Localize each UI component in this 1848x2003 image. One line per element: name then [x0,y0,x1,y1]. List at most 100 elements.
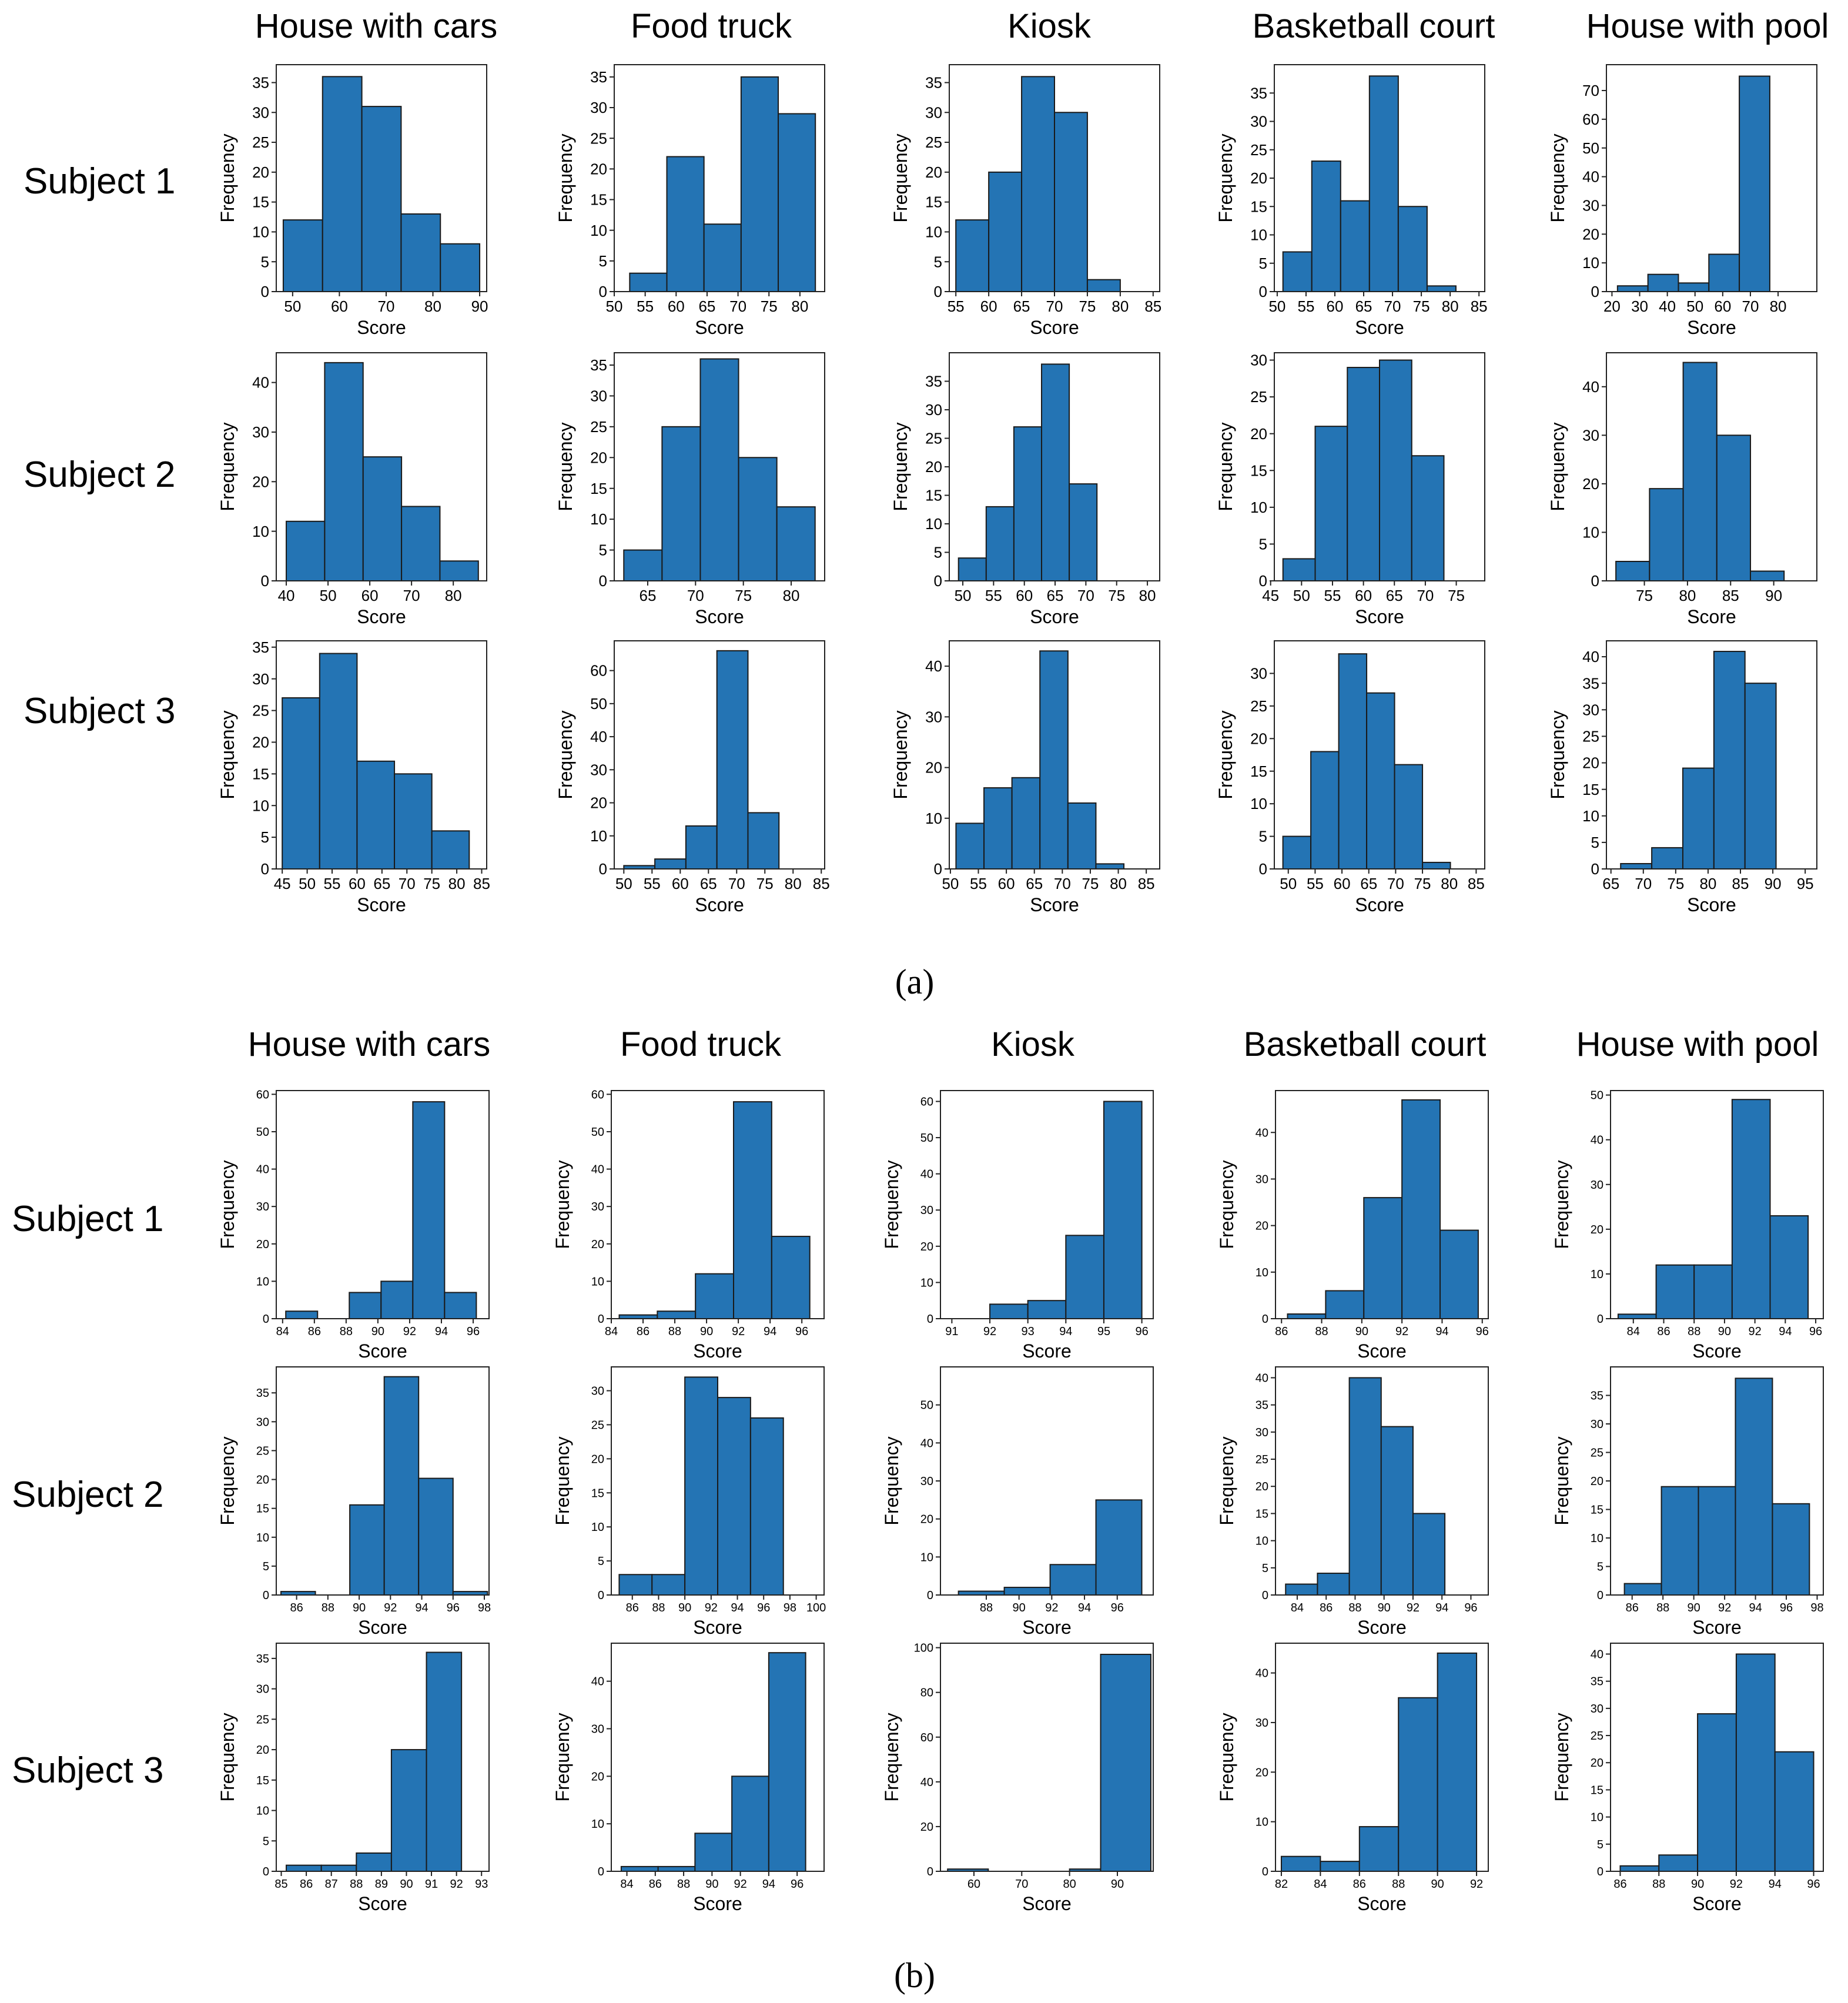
y-tick-label: 20 [252,163,269,181]
y-axis-label: Frequency [890,710,911,799]
x-tick-label: 55 [637,297,654,315]
histogram-bar [1437,1652,1478,1872]
histogram-bar [1086,279,1121,292]
y-tick-label: 40 [1256,1372,1268,1385]
x-axis-label: Score [1030,317,1079,338]
row-label: Subject 2 [12,1474,164,1515]
x-tick-label: 50 [299,875,316,892]
histogram-bar [1651,847,1683,870]
y-tick-label: 0 [1262,1589,1268,1602]
x-tick-label: 65 [1026,875,1043,892]
x-tick-label: 60 [1016,587,1033,604]
y-tick-label: 15 [1591,1504,1603,1517]
y-tick-label: 20 [590,160,607,178]
histogram-bar [1049,1564,1097,1596]
histogram-bar [1003,1587,1051,1596]
row-label: Subject 1 [24,161,176,202]
histogram-bar [1320,1861,1360,1872]
histogram-bar [955,219,990,292]
x-tick-label: 85 [1722,587,1739,604]
histogram-bar [1716,434,1752,582]
histogram-bar [1660,1486,1699,1596]
y-tick-label: 60 [590,662,607,680]
x-tick-label: 96 [795,1325,808,1338]
y-axis-label: Frequency [552,1713,573,1801]
y-tick-label: 10 [252,797,269,814]
histogram-a-r3-c4: 50 55 60 65 70 75 80 85 0 5 10 15 20 25 30 Score Frequen… [1215,640,1485,915]
x-tick-label: 90 [705,1878,718,1891]
x-tick-label: 92 [1718,1601,1731,1614]
y-tick-label: 20 [920,1240,933,1253]
x-tick-label: 92 [1045,1601,1058,1614]
y-tick-label: 5 [261,828,269,846]
y-axis-label: Frequency [552,1160,573,1249]
histogram-bar [1282,835,1312,870]
y-tick-label: 0 [1591,860,1599,878]
x-tick-label: 65 [1386,587,1403,604]
x-tick-label: 94 [1435,1601,1448,1614]
histogram-bar [1731,1099,1771,1319]
y-tick-label: 20 [1250,425,1267,443]
x-tick-label: 88 [1392,1878,1405,1891]
y-axis-label: Frequency [890,422,911,511]
y-tick-label: 20 [1256,1766,1268,1779]
x-tick-label: 80 [424,297,441,315]
y-tick-label: 20 [925,458,942,476]
y-tick-label: 0 [934,860,942,878]
x-tick-label: 92 [1395,1325,1408,1338]
plot-frame [940,1643,1154,1872]
x-axis-label: Score [1022,1617,1072,1638]
x-axis-label: Score [693,1893,742,1914]
x-tick-label: 87 [325,1878,338,1891]
x-tick-label: 80 [1442,297,1459,315]
histogram-bar [383,1376,420,1596]
x-tick-label: 70 [1417,587,1434,604]
histogram-bar [362,456,403,581]
y-axis-label: Frequency [1547,710,1568,799]
x-tick-label: 60 [349,875,366,892]
histogram-bar [1620,862,1653,870]
y-tick-label: 25 [252,702,269,720]
y-tick-label: 0 [1597,1589,1603,1602]
histogram-bar [1368,75,1399,293]
x-axis-label: Score [358,1893,407,1914]
histogram-bar [1658,1854,1699,1872]
x-axis-label: Score [1692,1340,1742,1362]
y-tick-label: 20 [1591,1475,1603,1488]
x-tick-label: 80 [1112,297,1129,315]
x-axis-label: Score [1692,1893,1742,1914]
y-tick-label: 20 [591,1238,604,1251]
y-tick-label: 35 [1582,674,1599,692]
histogram-bar [989,1303,1029,1319]
histogram-bar [394,773,433,870]
x-tick-label: 50 [955,587,972,604]
y-tick-label: 10 [1256,1535,1268,1548]
histogram-bar [1282,251,1313,293]
histogram-bar [666,156,705,292]
y-tick-label: 0 [261,860,269,878]
histogram-a-r1-c2: 50 55 60 65 70 75 80 0 5 10 15 20 25 30 35 Score Frequen… [555,64,825,338]
x-tick-label: 92 [734,1878,746,1891]
column-title: Kiosk [1007,7,1092,45]
y-tick-label: 25 [1591,1447,1603,1460]
y-tick-label: 0 [599,572,607,590]
histogram-a-r3-c3: 50 55 60 65 70 75 80 85 0 10 20 30 40 Score Frequency [890,640,1160,915]
row-label: Subject 1 [12,1199,164,1239]
y-tick-label: 5 [263,1560,269,1573]
y-tick-label: 25 [1250,697,1267,715]
x-tick-label: 70 [1384,297,1401,315]
histogram-bar [1013,426,1043,581]
x-tick-label: 55 [1297,297,1314,315]
histogram-bar [1617,1313,1657,1319]
histogram-bar [654,858,687,870]
plot-frame [1274,352,1485,581]
histogram-b-r2-c2: 86 88 90 92 94 96 98 100 0 5 10 15 20 25 30 Score Freque… [552,1366,826,1638]
histogram-b-r3-c2: 84 86 88 90 92 94 96 0 10 20 30 40 Score Frequency [552,1643,825,1914]
y-tick-label: 10 [1582,254,1599,272]
y-tick-label: 10 [591,1818,604,1831]
y-tick-label: 30 [1591,1418,1603,1431]
y-tick-label: 25 [252,133,269,151]
x-tick-label: 65 [700,875,717,892]
histogram-bar [322,76,363,292]
x-tick-label: 86 [1320,1601,1333,1614]
